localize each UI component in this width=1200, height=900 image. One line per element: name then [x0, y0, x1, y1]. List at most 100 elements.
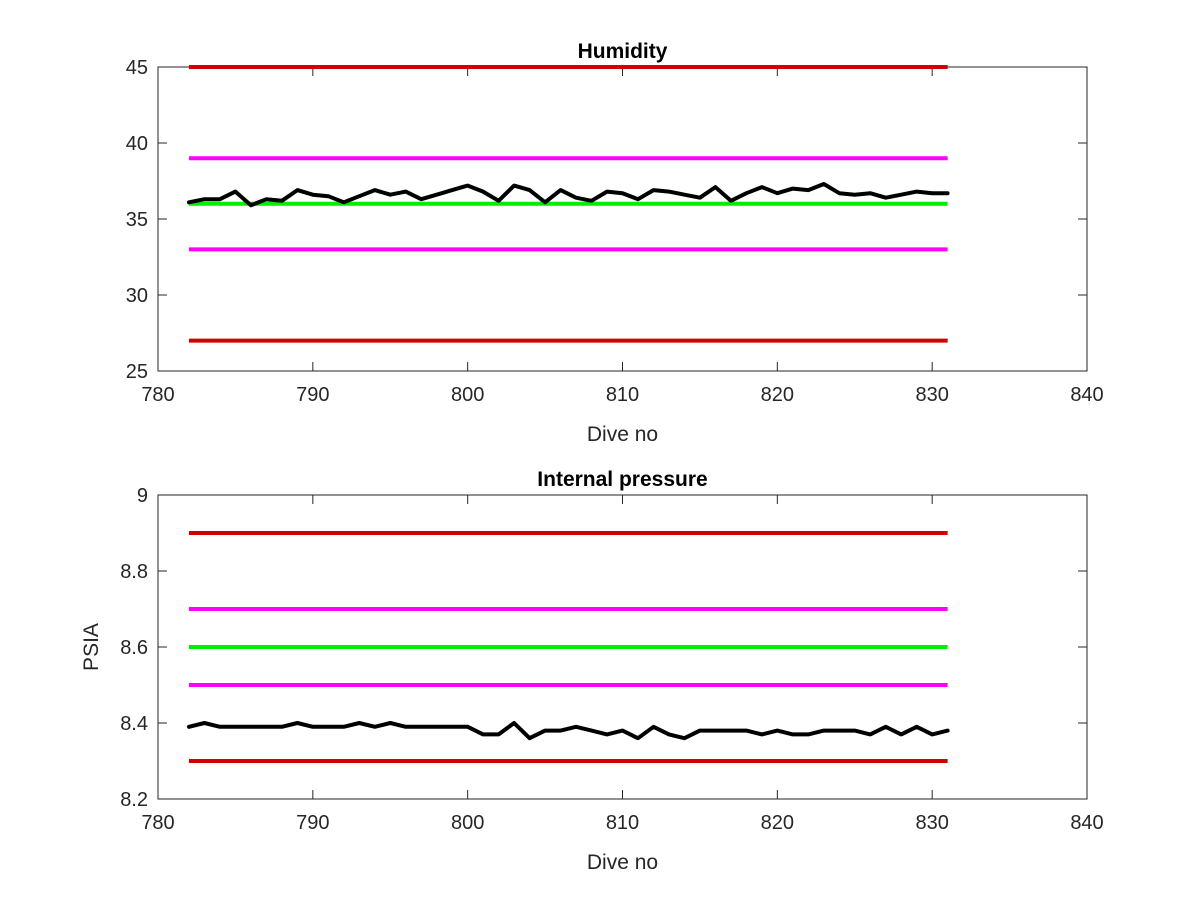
chart-2-y-tick-label: 8.8 [120, 561, 148, 583]
chart-1-data-point [218, 197, 222, 201]
chart-2-data-point [729, 729, 733, 733]
chart-1-data-point [837, 191, 841, 195]
chart-2-data-point [419, 725, 423, 729]
chart-2-data-point [311, 725, 315, 729]
chart-1-data-point [388, 193, 392, 197]
chart-1-y-tick-label: 30 [126, 285, 148, 307]
chart-2-data-point [744, 729, 748, 733]
chart-2-data-point [543, 729, 547, 733]
chart-1-data-point [806, 188, 810, 192]
chart-1-data-point [791, 187, 795, 191]
chart-1-data-point [930, 191, 934, 195]
chart-2-title: Internal pressure [537, 468, 707, 491]
chart-1-data-point [357, 194, 361, 198]
chart-2-data-point [187, 725, 191, 729]
chart-2-data-point [264, 725, 268, 729]
chart-1-data-point [744, 191, 748, 195]
chart-1-data-point [729, 199, 733, 203]
chart-1-x-tick-label: 800 [451, 384, 484, 406]
chart-2-data-point [218, 725, 222, 729]
chart-2-data-point [497, 732, 501, 736]
chart-1-data-point [404, 190, 408, 194]
chart-2-data-point [915, 725, 919, 729]
chart-1-data-point [326, 194, 330, 198]
chart-1-x-tick-label: 810 [606, 384, 639, 406]
chart-1-data-point [884, 196, 888, 200]
chart-1-data-point [187, 200, 191, 204]
chart-1-series-line [187, 182, 950, 208]
chart-1-data-point [605, 190, 609, 194]
chart-1-data-point [713, 185, 717, 189]
chart-2-data-point [435, 725, 439, 729]
chart-2-data-point [326, 725, 330, 729]
chart-2-data-point [559, 729, 563, 733]
chart-2-x-tick-label: 830 [915, 812, 948, 834]
chart-2-data-point [481, 732, 485, 736]
chart-1-data-point [435, 193, 439, 197]
chart-2-data-point [853, 729, 857, 733]
chart-2-data-point [450, 725, 454, 729]
chart-1-data-point [342, 200, 346, 204]
chart-2-x-tick-label: 820 [761, 812, 794, 834]
chart-1-data-point [466, 184, 470, 188]
chart-2-data-point [667, 732, 671, 736]
chart-2-data-point [249, 725, 253, 729]
chart-1-data-point [543, 200, 547, 204]
chart-2-y-tick-label: 8.2 [120, 789, 148, 811]
chart-1-data-point [636, 197, 640, 201]
chart-1-x-axis-label: Dive no [587, 423, 658, 446]
chart-1-data-point [651, 188, 655, 192]
chart-1-data-point [559, 188, 563, 192]
chart-1-data-point [481, 190, 485, 194]
chart-1-data-point [295, 188, 299, 192]
chart-2-data-point [605, 732, 609, 736]
chart-2-data-point [806, 732, 810, 736]
chart-1-x-tick-label: 830 [915, 384, 948, 406]
chart-1-y-tick-label: 45 [126, 57, 148, 79]
chart-1-data-point [280, 199, 284, 203]
chart-1-data-point [667, 190, 671, 194]
chart-1-data-point [946, 191, 950, 195]
chart-2-data-point [698, 729, 702, 733]
chart-2-data-point [822, 729, 826, 733]
chart-1-data-point [775, 191, 779, 195]
chart-1-data-point [574, 196, 578, 200]
chart-2-data-point [899, 732, 903, 736]
chart-2-series-line [187, 721, 950, 741]
chart-2-x-tick-label: 800 [451, 812, 484, 834]
chart-1-data-point [760, 185, 764, 189]
chart-2-data-point [202, 721, 206, 725]
chart-2-data-point [466, 725, 470, 729]
chart-2-data-point [868, 732, 872, 736]
chart-1-data-point [822, 182, 826, 186]
chart-2-data-point [574, 725, 578, 729]
chart-2-data-point [295, 721, 299, 725]
chart-1-data-point [682, 193, 686, 197]
chart-2-data-point [713, 729, 717, 733]
chart-2-data-point [651, 725, 655, 729]
chart-1-data-point [868, 191, 872, 195]
chart-1-data-point [233, 190, 237, 194]
chart-2-x-tick-label: 810 [606, 812, 639, 834]
chart-1-data-point [590, 199, 594, 203]
chart-2-data-point [528, 736, 532, 740]
chart-1-data-point [621, 191, 624, 195]
chart-1-data-point [419, 197, 423, 201]
chart-2-y-tick-label: 9 [137, 485, 148, 507]
chart-1-data-point [528, 188, 532, 192]
chart-2-y-tick-label: 8.6 [120, 637, 148, 659]
chart-1-data-point [698, 196, 702, 200]
chart-2-data-point [342, 725, 346, 729]
chart-1-title: Humidity [578, 40, 668, 63]
chart-2-x-tick-label: 780 [141, 812, 174, 834]
chart-1-y-tick-label: 25 [126, 361, 148, 383]
chart-1-x-tick-label: 820 [761, 384, 794, 406]
chart-1-y-tick-label: 35 [126, 209, 148, 231]
chart-2-x-tick-label: 790 [296, 812, 329, 834]
chart-1-data-point [497, 199, 501, 203]
chart-1-y-tick-label: 40 [126, 133, 148, 155]
chart-2-y-axis-label: PSIA [80, 623, 103, 671]
chart-2-y-tick-label: 8.4 [120, 713, 148, 735]
chart-2-data-point [404, 725, 408, 729]
chart-2-data-point [357, 721, 361, 725]
